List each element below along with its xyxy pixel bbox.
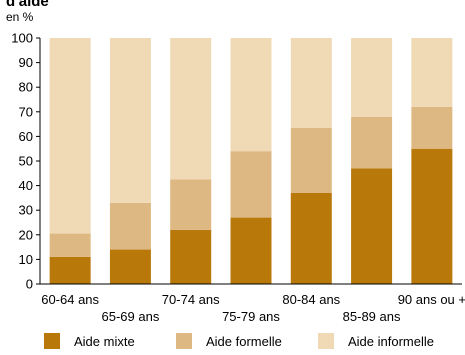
legend: Aide mixte Aide formelle Aide informelle [0, 333, 465, 353]
bar-segment [170, 179, 212, 230]
y-axis: 0 10 20 30 40 50 60 70 80 90 100 [11, 31, 41, 292]
bar-segment [109, 249, 151, 284]
legend-item: Aide mixte [44, 333, 135, 349]
bars-group [49, 38, 453, 284]
legend-item: Aide informelle [318, 333, 434, 349]
bar-segment [170, 38, 212, 180]
bar-segment [109, 202, 151, 250]
x-tick-label: 65-69 ans [102, 309, 160, 324]
bar-segment [49, 256, 91, 284]
y-tick-label: 80 [19, 80, 33, 95]
bar-segment [411, 148, 453, 284]
bar-segment [351, 116, 393, 169]
y-tick-label: 30 [19, 203, 33, 218]
x-tick-label: 75-79 ans [222, 309, 280, 324]
bar-segment [109, 38, 151, 203]
bar-segment [170, 229, 212, 284]
bar-segment [351, 168, 393, 284]
y-tick-label: 70 [19, 104, 33, 119]
y-tick-label: 0 [26, 277, 33, 292]
legend-swatch [44, 333, 60, 349]
y-axis-unit-label: en % [6, 10, 34, 24]
x-tick-label: 90 ans ou + [398, 292, 465, 307]
x-tick-label: 85-89 ans [343, 309, 401, 324]
y-tick-label: 60 [19, 129, 33, 144]
legend-swatch [176, 333, 192, 349]
x-tick-label: 60-64 ans [41, 292, 99, 307]
y-tick-label: 20 [19, 227, 33, 242]
x-tick-label: 70-74 ans [162, 292, 220, 307]
bar-segment [411, 106, 453, 149]
x-tick-label: 80-84 ans [282, 292, 340, 307]
bar-segment [351, 38, 393, 117]
bar-segment [290, 127, 332, 193]
legend-label: Aide formelle [206, 333, 282, 349]
y-tick-label: 100 [11, 31, 33, 46]
bar-segment [230, 217, 272, 284]
bar-segment [290, 192, 332, 284]
y-tick-label: 40 [19, 178, 33, 193]
bar-segment [230, 38, 272, 152]
bar-segment [49, 38, 91, 234]
bar-segment [49, 233, 91, 257]
chart-title: d'aide [6, 0, 49, 10]
legend-label: Aide mixte [74, 333, 135, 349]
y-tick-label: 50 [19, 154, 33, 169]
bar-segment [230, 151, 272, 218]
legend-swatch [318, 333, 334, 349]
legend-label: Aide informelle [348, 333, 434, 349]
bar-segment [411, 38, 453, 107]
legend-item: Aide formelle [176, 333, 282, 349]
bar-segment [290, 38, 332, 128]
y-tick-label: 90 [19, 55, 33, 70]
y-tick-label: 10 [19, 252, 33, 267]
